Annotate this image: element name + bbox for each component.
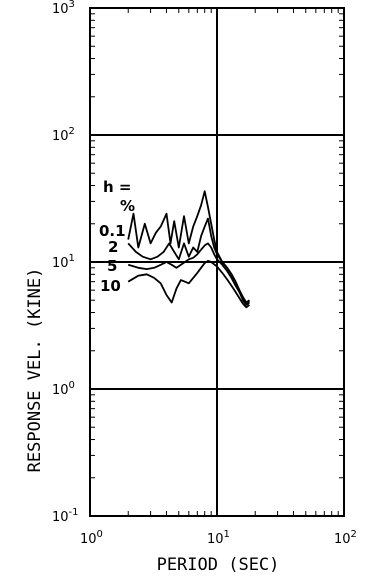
grid-lines [90, 8, 344, 516]
x-tick-label-0: 100 [80, 529, 103, 547]
percent-label: % [120, 197, 135, 215]
y-tick-labels: 10-1 100 101 102 103 [52, 0, 79, 525]
series-h-10 [127, 259, 250, 309]
y-axis-label: RESPONSE VEL. (KINE) [25, 268, 45, 473]
x-tick-labels: 100 101 102 [80, 529, 357, 547]
y-tick-label-2: 101 [52, 253, 75, 271]
h-label: h = [103, 178, 131, 196]
damping-label-0-1: 0.1 [99, 222, 126, 240]
y-tick-label-4: 103 [52, 0, 75, 17]
x-tick-label-1: 101 [207, 529, 230, 547]
x-axis-label: PERIOD (SEC) [157, 555, 280, 575]
plot-frame [89, 7, 345, 517]
y-tick-label-0: 10-1 [52, 507, 79, 525]
series-h-5 [127, 242, 250, 306]
y-tick-label-1: 100 [52, 380, 75, 398]
x-tick-label-2: 102 [334, 529, 357, 547]
series-lines [127, 190, 250, 309]
y-tick-label-3: 102 [52, 126, 75, 144]
damping-label-5: 5 [107, 257, 117, 275]
damping-label-10: 10 [100, 277, 121, 295]
series-h-2 [127, 217, 250, 305]
damping-label-2: 2 [108, 238, 118, 256]
